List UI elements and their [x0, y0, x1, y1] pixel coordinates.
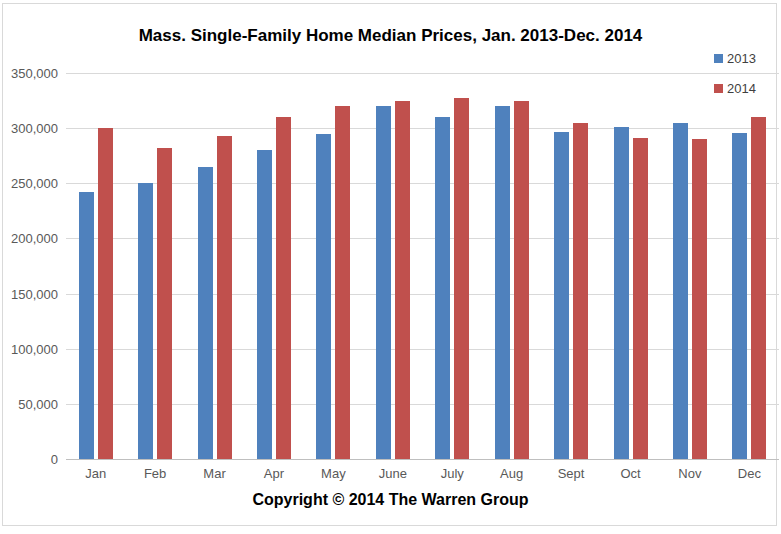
- bar-2014-aug: [514, 101, 529, 459]
- bar-2014-dec: [751, 117, 766, 459]
- bar-2014-may: [335, 106, 350, 459]
- bar-2014-oct: [633, 138, 648, 459]
- legend-item-2013: 2013: [714, 51, 756, 66]
- bar-2013-sept: [554, 132, 569, 459]
- y-tick-label: 200,000: [11, 231, 58, 246]
- legend-item-2014: 2014: [714, 81, 756, 96]
- bar-group-nov: [660, 73, 719, 459]
- plot-area: [66, 73, 779, 459]
- bar-2014-jan: [98, 128, 113, 459]
- x-tick-label-mar: Mar: [185, 466, 244, 481]
- x-axis-labels: JanFebMarAprMayJuneJulyAugSeptOctNovDec: [66, 466, 779, 481]
- y-tick-label: 100,000: [11, 341, 58, 356]
- x-tick-label-feb: Feb: [125, 466, 184, 481]
- bar-2014-mar: [217, 136, 232, 459]
- bar-2013-june: [376, 106, 391, 459]
- x-tick-label-nov: Nov: [660, 466, 719, 481]
- bar-group-dec: [720, 73, 779, 459]
- bar-group-aug: [482, 73, 541, 459]
- bar-2013-dec: [732, 133, 747, 459]
- y-tick-label: 250,000: [11, 176, 58, 191]
- chart-title-text: Mass. Single-Family Home Median Prices, …: [139, 25, 643, 47]
- bar-2013-july: [435, 117, 450, 459]
- x-tick-label-may: May: [304, 466, 363, 481]
- x-tick-label-june: June: [363, 466, 422, 481]
- legend-label-2013: 2013: [727, 51, 756, 66]
- bar-2014-feb: [157, 148, 172, 459]
- chart-title: Mass. Single-Family Home Median Prices, …: [0, 25, 781, 47]
- y-tick-label: 0: [51, 452, 58, 467]
- legend: 2013 2014: [714, 51, 756, 111]
- x-tick-label-dec: Dec: [720, 466, 779, 481]
- x-tick-label-sept: Sept: [541, 466, 600, 481]
- bar-2013-feb: [138, 183, 153, 459]
- bar-group-mar: [185, 73, 244, 459]
- bar-2014-nov: [692, 139, 707, 459]
- y-tick-label: 50,000: [18, 396, 58, 411]
- bar-2013-aug: [495, 106, 510, 459]
- x-tick-label-apr: Apr: [244, 466, 303, 481]
- x-tick-label-july: July: [423, 466, 482, 481]
- bar-2014-june: [395, 101, 410, 459]
- x-tick-label-oct: Oct: [601, 466, 660, 481]
- y-tick-label: 150,000: [11, 286, 58, 301]
- bar-group-jan: [66, 73, 125, 459]
- bar-2013-oct: [614, 127, 629, 459]
- y-axis-labels: 350,000300,000250,000200,000150,000100,0…: [0, 73, 58, 459]
- x-axis-line: [66, 459, 779, 460]
- bar-group-sept: [541, 73, 600, 459]
- bar-2014-sept: [573, 123, 588, 459]
- bar-2013-mar: [198, 167, 213, 459]
- bar-group-apr: [244, 73, 303, 459]
- x-tick-label-aug: Aug: [482, 466, 541, 481]
- bar-groups: [66, 73, 779, 459]
- bar-group-oct: [601, 73, 660, 459]
- bar-2014-apr: [276, 117, 291, 459]
- bar-group-may: [304, 73, 363, 459]
- y-tick-label: 300,000: [11, 121, 58, 136]
- bar-group-june: [363, 73, 422, 459]
- bar-2013-may: [316, 134, 331, 459]
- bar-2014-july: [454, 98, 469, 459]
- bar-2013-nov: [673, 123, 688, 459]
- bar-2013-jan: [79, 192, 94, 459]
- y-tick-label: 350,000: [11, 66, 58, 81]
- legend-swatch-2013-icon: [714, 54, 723, 63]
- legend-label-2014: 2014: [727, 81, 756, 96]
- x-tick-label-jan: Jan: [66, 466, 125, 481]
- bar-group-july: [423, 73, 482, 459]
- bar-group-feb: [125, 73, 184, 459]
- bar-2013-apr: [257, 150, 272, 459]
- legend-swatch-2014-icon: [714, 84, 723, 93]
- copyright-text: Copyright © 2014 The Warren Group: [0, 491, 781, 509]
